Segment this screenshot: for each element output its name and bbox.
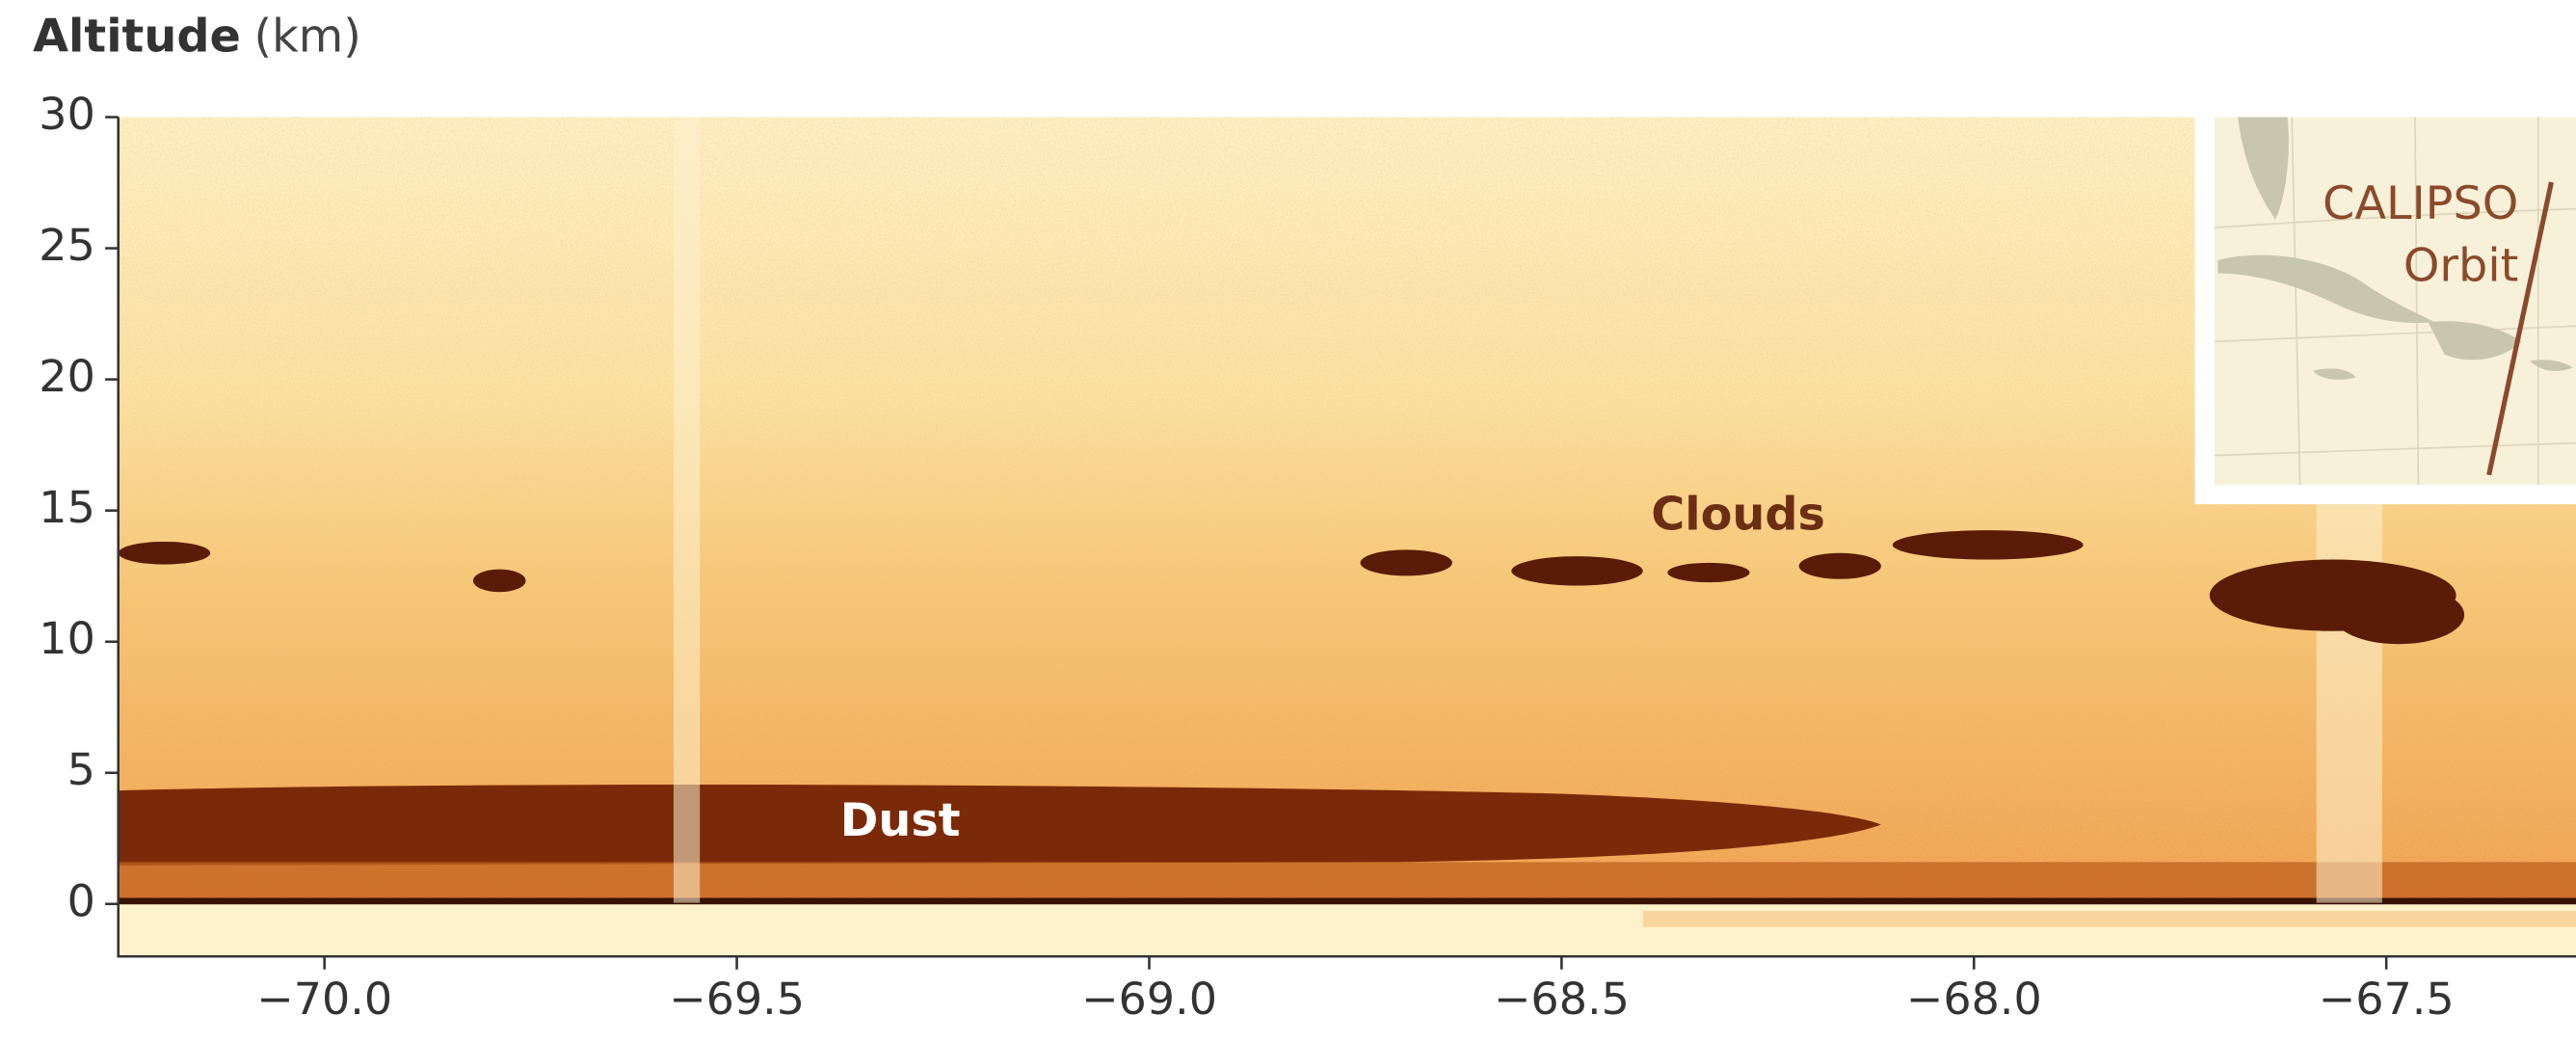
- x-tick-label: −70.0: [256, 973, 392, 1025]
- y-tick-label: 25: [39, 219, 95, 271]
- y-label: Altitude: [33, 11, 241, 64]
- y-tick-label: 20: [39, 350, 95, 402]
- y-tick-label: 5: [67, 743, 95, 795]
- y-tick-label: 30: [39, 88, 95, 140]
- inset-map: [2195, 114, 2576, 504]
- x-tick-label: −68.5: [1494, 973, 1630, 1025]
- x-tick-label: −68.0: [1906, 973, 2042, 1025]
- x-tick-label: −69.0: [1081, 973, 1217, 1025]
- annotation: Clouds: [1651, 489, 1825, 542]
- y-tick-label: 10: [39, 612, 95, 664]
- x-tick-label: −69.5: [669, 973, 805, 1025]
- lidar-image: [119, 114, 2576, 956]
- inset-label: CALIPSO: [2323, 177, 2518, 230]
- chart: Altitude(km) Clouds Dust CALIPSO Orbit 0…: [0, 0, 2576, 1041]
- y-tick-label: 0: [67, 874, 95, 926]
- x-tick-label: −67.5: [2319, 973, 2455, 1025]
- annotation: Dust: [840, 794, 961, 847]
- y-tick-label: 15: [39, 481, 95, 533]
- inset-label: Orbit: [2403, 240, 2518, 293]
- axis-title: Altitude(km): [33, 11, 361, 64]
- y-unit: (km): [254, 11, 361, 64]
